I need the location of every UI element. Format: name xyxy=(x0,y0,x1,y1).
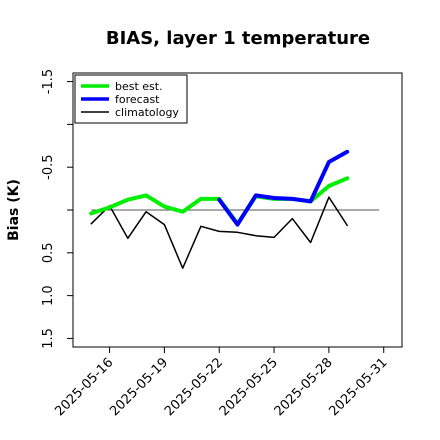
y-tick-label: 1.5 xyxy=(41,328,56,349)
x-tick-label: 2025-05-19 xyxy=(107,355,171,419)
legend-box xyxy=(74,74,188,124)
y-tick-label: 0.5 xyxy=(41,242,56,263)
x-tick-label: 2025-05-28 xyxy=(272,355,336,419)
y-tick-label: -0.5 xyxy=(41,155,56,180)
y-tick-label: -1.5 xyxy=(41,69,56,94)
legend-label: climatology xyxy=(115,106,179,119)
legend-label: forecast xyxy=(115,93,160,106)
plot-area xyxy=(89,149,380,269)
x-tick-label: 2025-05-31 xyxy=(327,355,391,419)
x-tick-label: 2025-05-22 xyxy=(162,355,226,419)
series-line-climatology xyxy=(90,196,348,269)
y-tick-label: 1.0 xyxy=(41,285,56,306)
legend-label: best est. xyxy=(115,80,163,93)
series-line-forecast xyxy=(217,149,350,227)
y-axis-label: Bias (K) xyxy=(6,179,22,241)
x-tick-label: 2025-05-25 xyxy=(217,355,281,419)
x-tick-label: 2025-05-16 xyxy=(52,355,116,419)
chart-title: BIAS, layer 1 temperature xyxy=(106,28,370,49)
